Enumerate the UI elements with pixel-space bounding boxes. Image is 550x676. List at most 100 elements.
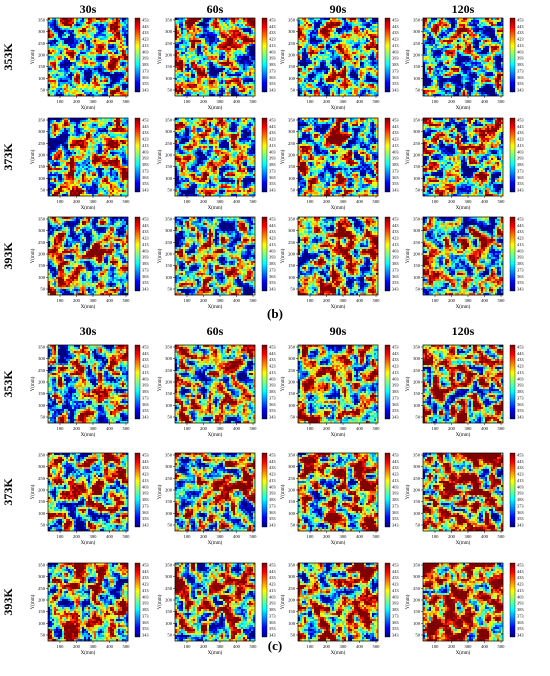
colorbar-tick-label: 403	[142, 248, 149, 253]
x-tick-label: 100	[184, 298, 192, 303]
y-tick-label: 350	[165, 118, 173, 123]
x-tick-label: 100	[57, 644, 65, 649]
colorbar-tick-label: 413	[269, 43, 276, 48]
x-tick-label: 100	[184, 199, 192, 204]
x-tick-label: 200	[200, 199, 208, 204]
y-tick-label: 250	[413, 141, 421, 146]
y-tick-label: 150	[288, 164, 296, 169]
y-axis-label: Y(mm)	[281, 376, 286, 391]
colorbar-tick-label: 343	[142, 523, 149, 528]
colorbar-tick-label: 363	[517, 175, 524, 180]
y-tick-label: 350	[413, 217, 421, 222]
x-tick-label: 400	[106, 298, 114, 303]
y-axis-label: Y(mm)	[158, 49, 163, 64]
colorbar-tick-label: 453	[142, 118, 149, 123]
colorbar-tick-label: 353	[269, 626, 276, 631]
y-tick-label: 100	[165, 176, 173, 181]
heatmap-field	[423, 118, 503, 196]
colorbar-tick-label: 433	[517, 229, 524, 234]
colorbar-tick-label: 383	[269, 389, 276, 394]
heatmap-field	[298, 563, 378, 641]
colorbar-tick-label: 403	[269, 248, 276, 253]
x-tick-label: 200	[448, 534, 456, 539]
colorbar-tick-label: 393	[142, 383, 149, 388]
y-tick-label: 50	[167, 415, 172, 420]
x-tick-label: 300	[90, 99, 98, 104]
colorbar-tick-label: 403	[269, 376, 276, 381]
y-tick-label: 150	[165, 64, 173, 69]
y-tick-label: 150	[413, 391, 421, 396]
y-axis-label: Y(mm)	[158, 248, 163, 263]
y-tick-label: 100	[288, 621, 296, 626]
colorbar-tick-label: 393	[142, 255, 149, 260]
y-tick-label: 200	[38, 53, 46, 58]
colorbar-tick-label: 363	[517, 620, 524, 625]
colorbar-tick-label: 433	[142, 575, 149, 580]
colorbar-tick-label: 453	[392, 18, 399, 23]
colorbar-tick-label: 443	[142, 569, 149, 574]
colorbar	[385, 118, 390, 192]
panel-b: 30s 60s 90s 120s353K373K393K501001502002503…	[1, 2, 524, 321]
x-tick-label: 300	[465, 99, 473, 104]
heatmap-field	[298, 118, 378, 196]
colorbar-tick-label: 363	[142, 620, 149, 625]
colorbar-tick-label: 453	[269, 453, 276, 458]
y-tick-label: 200	[288, 380, 296, 385]
y-tick-label: 300	[38, 464, 46, 469]
colorbar-tick-label: 413	[142, 588, 149, 593]
x-tick-label: 500	[373, 298, 381, 303]
heatmap-field	[175, 118, 255, 196]
y-tick-label: 300	[38, 29, 46, 34]
colorbar-tick-label: 363	[269, 75, 276, 80]
y-tick-label: 300	[413, 228, 421, 233]
colorbar-tick-label: 443	[517, 459, 524, 464]
colorbar-tick-label: 453	[142, 563, 149, 568]
colorbar-tick-label: 453	[392, 453, 399, 458]
y-tick-label: 100	[413, 76, 421, 81]
y-tick-label: 50	[415, 188, 420, 193]
colorbar-tick-label: 373	[517, 68, 524, 73]
y-axis-label: Y(mm)	[406, 484, 411, 499]
x-tick-label: 500	[250, 199, 258, 204]
colorbar-tick-label: 353	[392, 516, 399, 521]
y-tick-label: 150	[38, 164, 46, 169]
colorbar-tick-label: 343	[517, 633, 524, 638]
colorbar-tick-label: 343	[142, 287, 149, 292]
colorbar-tick-label: 403	[517, 594, 524, 599]
heatmap-field	[298, 18, 378, 96]
x-tick-label: 300	[217, 644, 225, 649]
colorbar-tick-label: 403	[269, 484, 276, 489]
colorbar-tick-label: 373	[392, 503, 399, 508]
x-tick-label: 300	[90, 298, 98, 303]
colorbar-tick-label: 413	[269, 588, 276, 593]
colorbar-tick-label: 343	[392, 88, 399, 93]
y-tick-label: 50	[167, 633, 172, 638]
y-tick-label: 50	[40, 287, 45, 292]
y-tick-label: 250	[288, 41, 296, 46]
colorbar-tick-label: 343	[269, 287, 276, 292]
y-tick-label: 50	[290, 523, 295, 528]
column-header: 30s	[80, 2, 97, 16]
colorbar-tick-label: 433	[517, 575, 524, 580]
heatmap-field	[423, 345, 503, 423]
x-tick-label: 400	[106, 644, 114, 649]
colorbar-tick-label: 423	[392, 472, 399, 477]
x-tick-label: 500	[373, 644, 381, 649]
x-tick-label: 500	[498, 534, 506, 539]
colorbar-tick-label: 363	[517, 510, 524, 515]
colorbar-tick-label: 433	[392, 229, 399, 234]
colorbar	[385, 217, 390, 291]
y-tick-label: 350	[165, 563, 173, 568]
colorbar-tick-label: 403	[142, 594, 149, 599]
colorbar-tick-label: 423	[517, 137, 524, 142]
y-tick-label: 100	[413, 511, 421, 516]
colorbar-tick-label: 423	[142, 236, 149, 241]
x-tick-label: 300	[340, 644, 348, 649]
colorbar	[510, 118, 515, 192]
